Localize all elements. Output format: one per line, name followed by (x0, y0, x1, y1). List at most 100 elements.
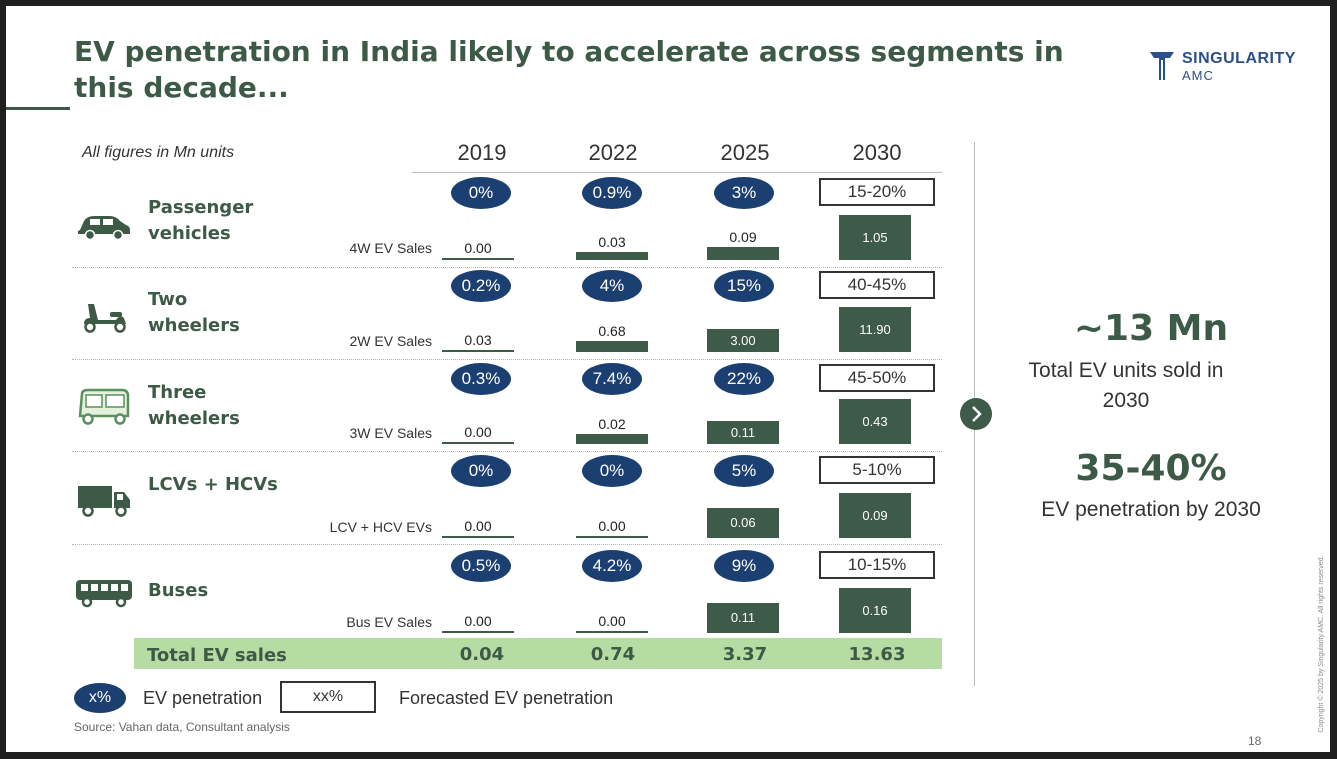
units-note: All figures in Mn units (82, 144, 235, 161)
sales-bar (442, 349, 514, 352)
penetration-pill: 0% (451, 455, 511, 487)
forecast-box: 5-10% (819, 456, 935, 484)
penetration-pill: 4.2% (582, 550, 642, 582)
penetration-pill: 5% (714, 455, 774, 487)
total-value: 0.74 (590, 644, 636, 665)
sales-value-label: 0.00 (464, 613, 492, 629)
penetration-pill: 9% (714, 550, 774, 582)
sales-value-label: 0.09 (729, 228, 757, 245)
sales-value-label: 0.00 (598, 518, 626, 534)
sales-value-label: 0.11 (730, 424, 756, 440)
forecast-box: 10-15% (819, 551, 935, 579)
penetration-pill: 0.3% (451, 363, 511, 395)
sales-value-label: 0.00 (464, 240, 492, 256)
sales-value-label: 0.03 (464, 331, 492, 348)
header-rule (412, 172, 942, 173)
penetration-pill: 0.2% (451, 270, 511, 302)
sales-value-label: 0.16 (862, 602, 888, 618)
segment-separator (72, 451, 942, 452)
legend-pill: x% (74, 683, 126, 713)
penetration-pill: 0% (451, 177, 511, 209)
sales-bar (839, 399, 911, 444)
slide: EV penetration in India likely to accele… (6, 6, 1330, 752)
logo-text: SINGULARITY (1182, 50, 1296, 67)
sales-bar (576, 536, 648, 538)
sales-value-label: 3.00 (730, 332, 756, 348)
penetration-pill: 0.9% (582, 177, 642, 209)
sales-bar (442, 258, 514, 260)
sales-bar (839, 588, 911, 633)
sales-value-label: 0.03 (598, 234, 626, 251)
sales-bar (442, 442, 514, 444)
segment-separator (72, 267, 942, 268)
segment-separator (72, 359, 942, 360)
total-band (134, 638, 942, 669)
sales-bar (707, 329, 779, 352)
penetration-pill: 0.5% (451, 550, 511, 582)
penetration-pill: 15% (714, 270, 774, 302)
sales-bar (576, 252, 648, 260)
segment-name: Buses (148, 580, 209, 601)
logo-subtext: AMC (1182, 68, 1214, 83)
sales-bar (839, 493, 911, 538)
row-label: 3W EV Sales (349, 425, 432, 441)
legend-label: EV penetration (143, 688, 263, 708)
row-label: 2W EV Sales (349, 333, 432, 349)
total-label: Total EV sales (147, 645, 287, 666)
segment-name: Passenger vehicles (148, 197, 254, 244)
segment-separator (72, 544, 942, 545)
total-value: 13.63 (848, 644, 906, 665)
row-label: LCV + HCV EVs (329, 519, 432, 535)
stat-value: 35-40% (1075, 448, 1227, 489)
total-value: 0.04 (459, 644, 505, 665)
sales-value-label: 0.68 (598, 323, 626, 340)
auto-rickshaw-icon (78, 388, 130, 425)
sales-bar (576, 434, 648, 444)
stat-description: EV penetration by 2030 (1041, 498, 1261, 521)
year-header: 2022 (588, 140, 638, 165)
penetration-pill: 0% (582, 455, 642, 487)
penetration-pill: 22% (714, 363, 774, 395)
source-note: Source: Vahan data, Consultant analysis (74, 720, 290, 734)
sales-value-label: 0.06 (730, 515, 756, 530)
car-icon (78, 216, 130, 241)
segment-name: LCVs + HCVs (148, 474, 278, 495)
page-title: EV penetration in India likely to accele… (74, 35, 1064, 104)
truck-icon (78, 486, 130, 517)
year-header: 2025 (720, 140, 770, 165)
forecast-box: 40-45% (819, 271, 935, 299)
sales-value-label: 0.43 (862, 413, 888, 429)
segment-name: Two wheelers (148, 289, 240, 336)
penetration-pill: 4% (582, 270, 642, 302)
legend-label: Forecasted EV penetration (399, 688, 614, 708)
title-underline (6, 107, 70, 110)
sales-value-label: 0.09 (862, 507, 888, 523)
penetration-pill: 7.4% (582, 363, 642, 395)
sales-bar (707, 421, 779, 444)
sales-bar (707, 508, 779, 538)
year-header: 2030 (852, 140, 902, 165)
sales-bar (576, 631, 648, 633)
forecast-box: 15-20% (819, 178, 935, 206)
total-value: 3.37 (722, 644, 768, 665)
sales-value-label: 0.00 (464, 424, 492, 440)
sales-bar (839, 307, 911, 352)
sales-bar (442, 536, 514, 538)
sales-value-label: 0.02 (598, 416, 626, 433)
sales-bar (839, 215, 911, 260)
logo-mark-icon (1150, 52, 1174, 80)
forecast-box: 45-50% (819, 364, 935, 392)
scooter-icon (84, 304, 126, 333)
segment-name: Three wheelers (148, 382, 240, 429)
year-header: 2019 (457, 140, 507, 165)
sales-value-label: 1.05 (862, 229, 888, 245)
legend-box: xx% (280, 681, 376, 713)
copyright-note: Copyright © 2025 by Singularity AMC. All… (1318, 555, 1325, 733)
stat-value: ~13 Mn (1073, 308, 1229, 349)
sales-bar (442, 631, 514, 633)
sales-value-label: 0.00 (598, 613, 626, 629)
bus-icon (76, 580, 132, 608)
sales-bar (707, 246, 779, 260)
page-number: 18 (1248, 734, 1262, 748)
sales-bar (576, 341, 648, 352)
